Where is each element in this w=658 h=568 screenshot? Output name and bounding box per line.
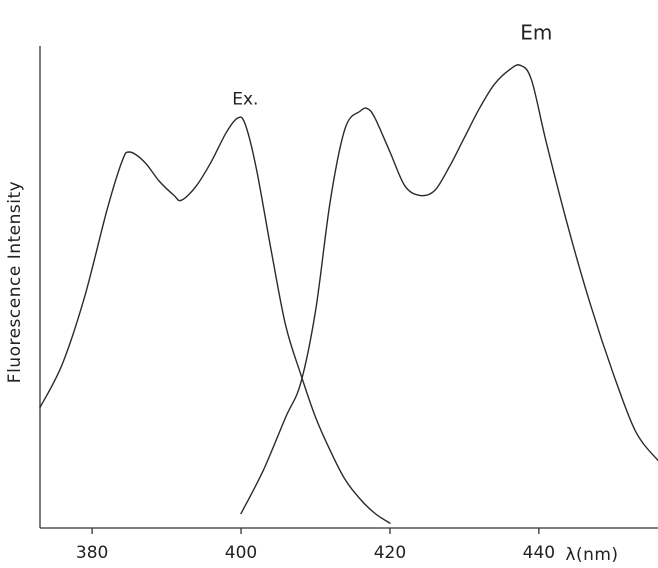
curves [39,64,658,524]
x-tick-label: 380 [76,543,108,563]
emission-curve [240,64,658,515]
x-ticks: 380 400 420 440 [76,528,555,563]
x-tick-label: 400 [225,543,257,563]
series-labels: Ex. Em [232,20,552,109]
excitation-curve [39,116,391,524]
x-tick-label: 440 [523,543,555,563]
y-axis-label: Fluorescence Intensity [5,181,25,383]
x-axis-label: λ(nm) [565,545,618,565]
excitation-label: Ex. [232,89,258,109]
x-tick-label: 420 [374,543,406,563]
axes [39,46,658,529]
emission-label: Em [520,20,552,44]
